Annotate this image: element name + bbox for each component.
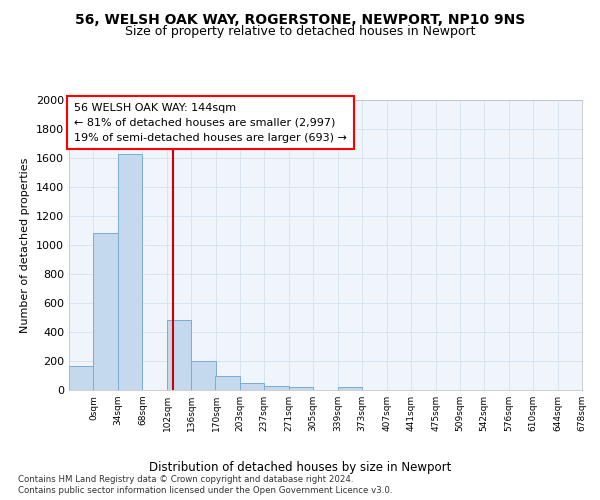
Bar (338, 388, 362, 390)
Bar (215, 376, 240, 390)
Bar (289, 387, 313, 390)
Bar (264, 386, 289, 390)
Bar (69, 366, 94, 390)
Text: Size of property relative to detached houses in Newport: Size of property relative to detached ho… (125, 25, 475, 38)
Text: Contains HM Land Registry data © Crown copyright and database right 2024.: Contains HM Land Registry data © Crown c… (18, 475, 353, 484)
Text: 56 WELSH OAK WAY: 144sqm
← 81% of detached houses are smaller (2,997)
19% of sem: 56 WELSH OAK WAY: 144sqm ← 81% of detach… (74, 103, 347, 142)
Bar (94, 232, 118, 390)
Text: Distribution of detached houses by size in Newport: Distribution of detached houses by size … (149, 461, 451, 474)
Bar (167, 320, 191, 390)
Bar (240, 384, 264, 390)
Text: Contains public sector information licensed under the Open Government Licence v3: Contains public sector information licen… (18, 486, 392, 495)
Y-axis label: Number of detached properties: Number of detached properties (20, 158, 31, 332)
Bar (118, 154, 142, 390)
Bar (191, 361, 216, 390)
Text: 56, WELSH OAK WAY, ROGERSTONE, NEWPORT, NP10 9NS: 56, WELSH OAK WAY, ROGERSTONE, NEWPORT, … (75, 12, 525, 26)
